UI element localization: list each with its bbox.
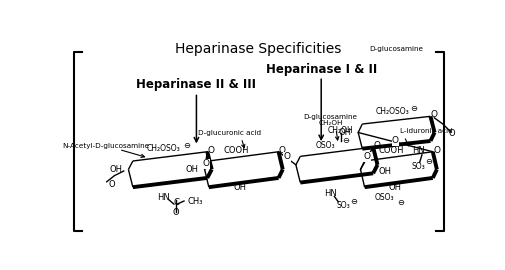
Text: CH₂OH: CH₂OH bbox=[328, 126, 354, 135]
Text: N-Acetyl-D-glucosamine: N-Acetyl-D-glucosamine bbox=[62, 143, 149, 149]
Text: ⊖: ⊖ bbox=[411, 104, 418, 113]
Text: Heparinase II & III: Heparinase II & III bbox=[136, 78, 257, 91]
Text: COOH: COOH bbox=[223, 146, 248, 155]
Text: HN: HN bbox=[324, 189, 337, 198]
Text: O: O bbox=[208, 146, 215, 155]
Text: D-glucuronic acid: D-glucuronic acid bbox=[198, 130, 261, 136]
Text: OSO₃: OSO₃ bbox=[315, 141, 335, 150]
Text: OH: OH bbox=[339, 128, 352, 137]
Text: OH: OH bbox=[185, 165, 198, 174]
Text: O: O bbox=[449, 129, 456, 138]
Text: SO₃: SO₃ bbox=[336, 201, 350, 210]
Text: ⊖: ⊖ bbox=[397, 198, 404, 207]
Text: OH: OH bbox=[233, 183, 246, 192]
Text: CH₂OSO₃: CH₂OSO₃ bbox=[376, 107, 410, 116]
Text: OH: OH bbox=[109, 165, 122, 174]
Text: ⊖: ⊖ bbox=[350, 197, 357, 205]
Text: O: O bbox=[279, 146, 286, 155]
Text: Heparinase Specificities: Heparinase Specificities bbox=[175, 42, 341, 56]
Text: D-glucosamine: D-glucosamine bbox=[369, 46, 423, 52]
Text: O: O bbox=[431, 110, 438, 119]
Text: O: O bbox=[374, 141, 380, 150]
Text: O: O bbox=[433, 146, 440, 155]
Text: O: O bbox=[363, 152, 370, 161]
Text: O: O bbox=[392, 136, 399, 145]
Text: ⊖: ⊖ bbox=[425, 157, 432, 166]
Text: OH: OH bbox=[388, 183, 401, 192]
Text: CH₂OSO₃: CH₂OSO₃ bbox=[147, 144, 181, 153]
Text: SO₃: SO₃ bbox=[411, 162, 425, 171]
Text: ⊖: ⊖ bbox=[184, 141, 190, 150]
Text: OH: OH bbox=[378, 167, 391, 176]
Text: COOH: COOH bbox=[378, 146, 403, 155]
Text: C: C bbox=[173, 198, 179, 207]
Text: O: O bbox=[173, 208, 180, 217]
Text: Heparinase I & II: Heparinase I & II bbox=[266, 63, 377, 76]
Text: ⊖: ⊖ bbox=[342, 136, 349, 146]
Text: L-iduronic acid: L-iduronic acid bbox=[400, 128, 453, 134]
Text: OSO₃: OSO₃ bbox=[375, 193, 394, 202]
Text: HN: HN bbox=[158, 193, 170, 202]
Text: D-glucosamine: D-glucosamine bbox=[304, 114, 358, 120]
Text: CH₂OH: CH₂OH bbox=[318, 120, 343, 126]
Text: O: O bbox=[108, 180, 115, 189]
Text: CH₃: CH₃ bbox=[187, 197, 203, 205]
Text: O: O bbox=[284, 152, 291, 161]
Text: HN: HN bbox=[412, 146, 424, 155]
Text: O: O bbox=[203, 159, 210, 168]
